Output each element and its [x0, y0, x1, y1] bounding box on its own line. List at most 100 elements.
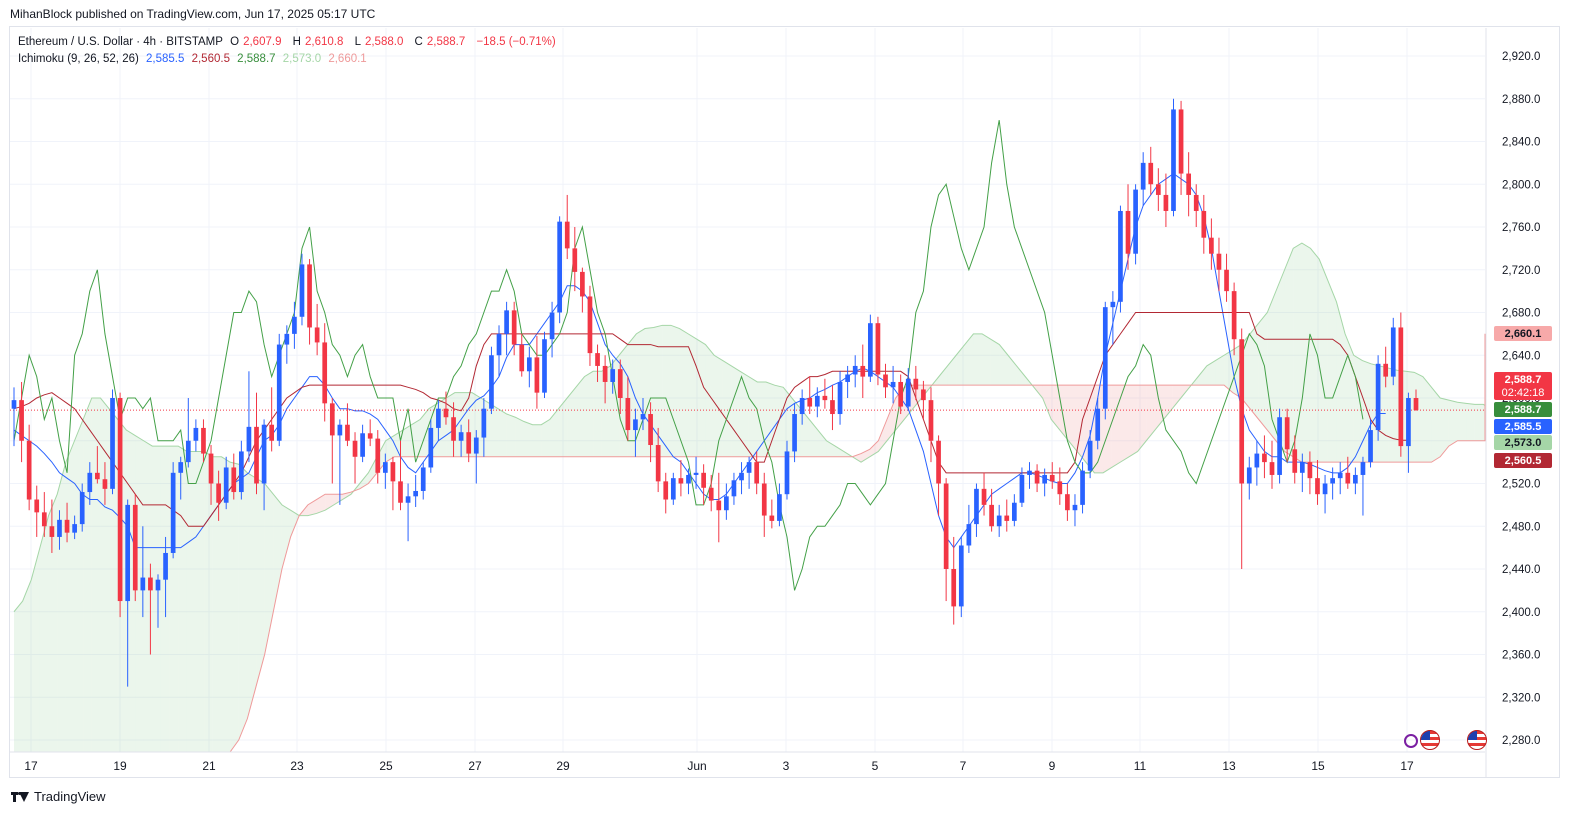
- chart-grid: [10, 28, 1485, 752]
- candle-body: [981, 488, 987, 505]
- x-tick-label: 17: [24, 759, 38, 773]
- tradingview-logo-icon: [11, 791, 29, 803]
- candle-body: [1163, 194, 1169, 211]
- cloud-segment: [662, 325, 671, 457]
- us-flag-icon[interactable]: [1467, 730, 1487, 750]
- y-tick-label: 2,720.0: [1502, 265, 1540, 277]
- candle-body: [777, 494, 782, 521]
- candle-body: [1042, 474, 1048, 484]
- candle-body: [307, 264, 312, 328]
- x-tick-label: 23: [290, 759, 304, 773]
- candle-body: [1360, 462, 1366, 475]
- cloud-segment: [1336, 301, 1346, 463]
- cloud-segment: [1146, 385, 1155, 441]
- us-flag-icon[interactable]: [1420, 730, 1440, 750]
- candle-body: [110, 398, 115, 489]
- candle-body: [890, 381, 896, 388]
- candle-body: [1080, 470, 1085, 505]
- candle-body: [1307, 462, 1313, 479]
- y-tick-label: 2,520.0: [1502, 479, 1540, 491]
- x-tick-label: 17: [1400, 759, 1414, 773]
- x-tick-label: 3: [783, 759, 790, 773]
- cloud-segment: [1466, 403, 1475, 441]
- cloud-segment: [1301, 243, 1311, 463]
- cloud-segment: [999, 344, 1008, 386]
- candle-body: [26, 440, 32, 500]
- candle-body: [1277, 417, 1282, 475]
- cloud-segment: [57, 462, 66, 752]
- y-tick-label: 2,680.0: [1502, 308, 1540, 320]
- candle-body: [852, 365, 858, 375]
- candle-body: [481, 408, 487, 438]
- cloud-segment: [973, 333, 983, 386]
- cloud-segment: [1310, 248, 1320, 463]
- x-tick-label: 19: [113, 759, 127, 773]
- candle-body: [1011, 502, 1017, 521]
- candle-body: [526, 357, 532, 372]
- candle-body: [269, 424, 275, 441]
- candle-body: [1057, 481, 1063, 495]
- candle-body: [1201, 210, 1207, 238]
- cloud-segment: [316, 494, 326, 514]
- cloud-segment: [247, 472, 257, 719]
- cloud-segment: [964, 333, 974, 386]
- y-tick-label: 2,320.0: [1502, 692, 1540, 704]
- candle-body: [799, 398, 805, 415]
- candlesticks: [11, 98, 1419, 687]
- candle-body: [117, 398, 123, 602]
- x-tick-label: 13: [1222, 759, 1236, 773]
- candle-body: [1315, 478, 1320, 495]
- cloud-segment: [256, 478, 265, 687]
- symbol-name[interactable]: Ethereum / U.S. Dollar · 4h · BITSTAMP: [18, 36, 223, 48]
- cloud-segment: [1293, 243, 1302, 463]
- cloud-segment: [152, 446, 161, 752]
- cloud-segment: [679, 328, 689, 457]
- candle-body: [1140, 162, 1146, 190]
- candle-body: [322, 342, 328, 404]
- x-tick-label: 21: [202, 759, 216, 773]
- candle-body: [193, 427, 199, 441]
- cloud-segment: [385, 435, 395, 463]
- candle-body: [390, 462, 396, 482]
- cloud-segment: [368, 456, 378, 484]
- candle-body: [898, 381, 904, 407]
- indicator-name[interactable]: Ichimoku (9, 26, 52, 26): [18, 53, 139, 65]
- candle-body: [102, 479, 108, 489]
- candle-body: [1118, 210, 1123, 302]
- candle-body: [201, 427, 206, 454]
- candle-body: [405, 496, 411, 503]
- candle-body: [655, 445, 661, 482]
- candle-body: [185, 440, 191, 463]
- candle-body: [489, 355, 494, 409]
- cloud-segment: [1474, 404, 1484, 441]
- candle-body: [1004, 515, 1010, 521]
- cloud-segment: [1206, 360, 1216, 386]
- candle-body: [633, 419, 638, 431]
- cloud-segment: [1215, 355, 1225, 386]
- cloud-segment: [143, 440, 153, 752]
- candle-body: [640, 414, 646, 420]
- candle-body: [1299, 462, 1305, 473]
- candle-body: [996, 515, 1002, 527]
- open-label: O: [230, 36, 240, 48]
- tradingview-brand[interactable]: TradingView: [11, 789, 106, 804]
- cloud-segment: [636, 328, 645, 457]
- chart-legend: Ethereum / U.S. Dollar · 4h · BITSTAMP O…: [18, 34, 560, 68]
- cloud-segment: [956, 344, 965, 386]
- cloud-segment: [1319, 259, 1328, 463]
- candle-body: [1171, 109, 1176, 211]
- cloud-segment: [1059, 385, 1069, 441]
- time-axis: 17 19 21 23 25 27 29 Jun 3 5 7 9 11 13 15 17: [24, 759, 1414, 773]
- candle-body: [178, 462, 184, 473]
- price-marker-badge: [1494, 326, 1552, 341]
- event-icon[interactable]: [1404, 734, 1418, 748]
- cloud-segment: [523, 421, 533, 457]
- cloud-segment: [1448, 400, 1458, 447]
- cloud-segment: [869, 440, 879, 457]
- cloud-segment: [1007, 355, 1017, 386]
- candle-body: [1034, 470, 1040, 484]
- candle-body: [95, 472, 100, 480]
- candle-body: [413, 490, 419, 497]
- candle-body: [1224, 269, 1229, 292]
